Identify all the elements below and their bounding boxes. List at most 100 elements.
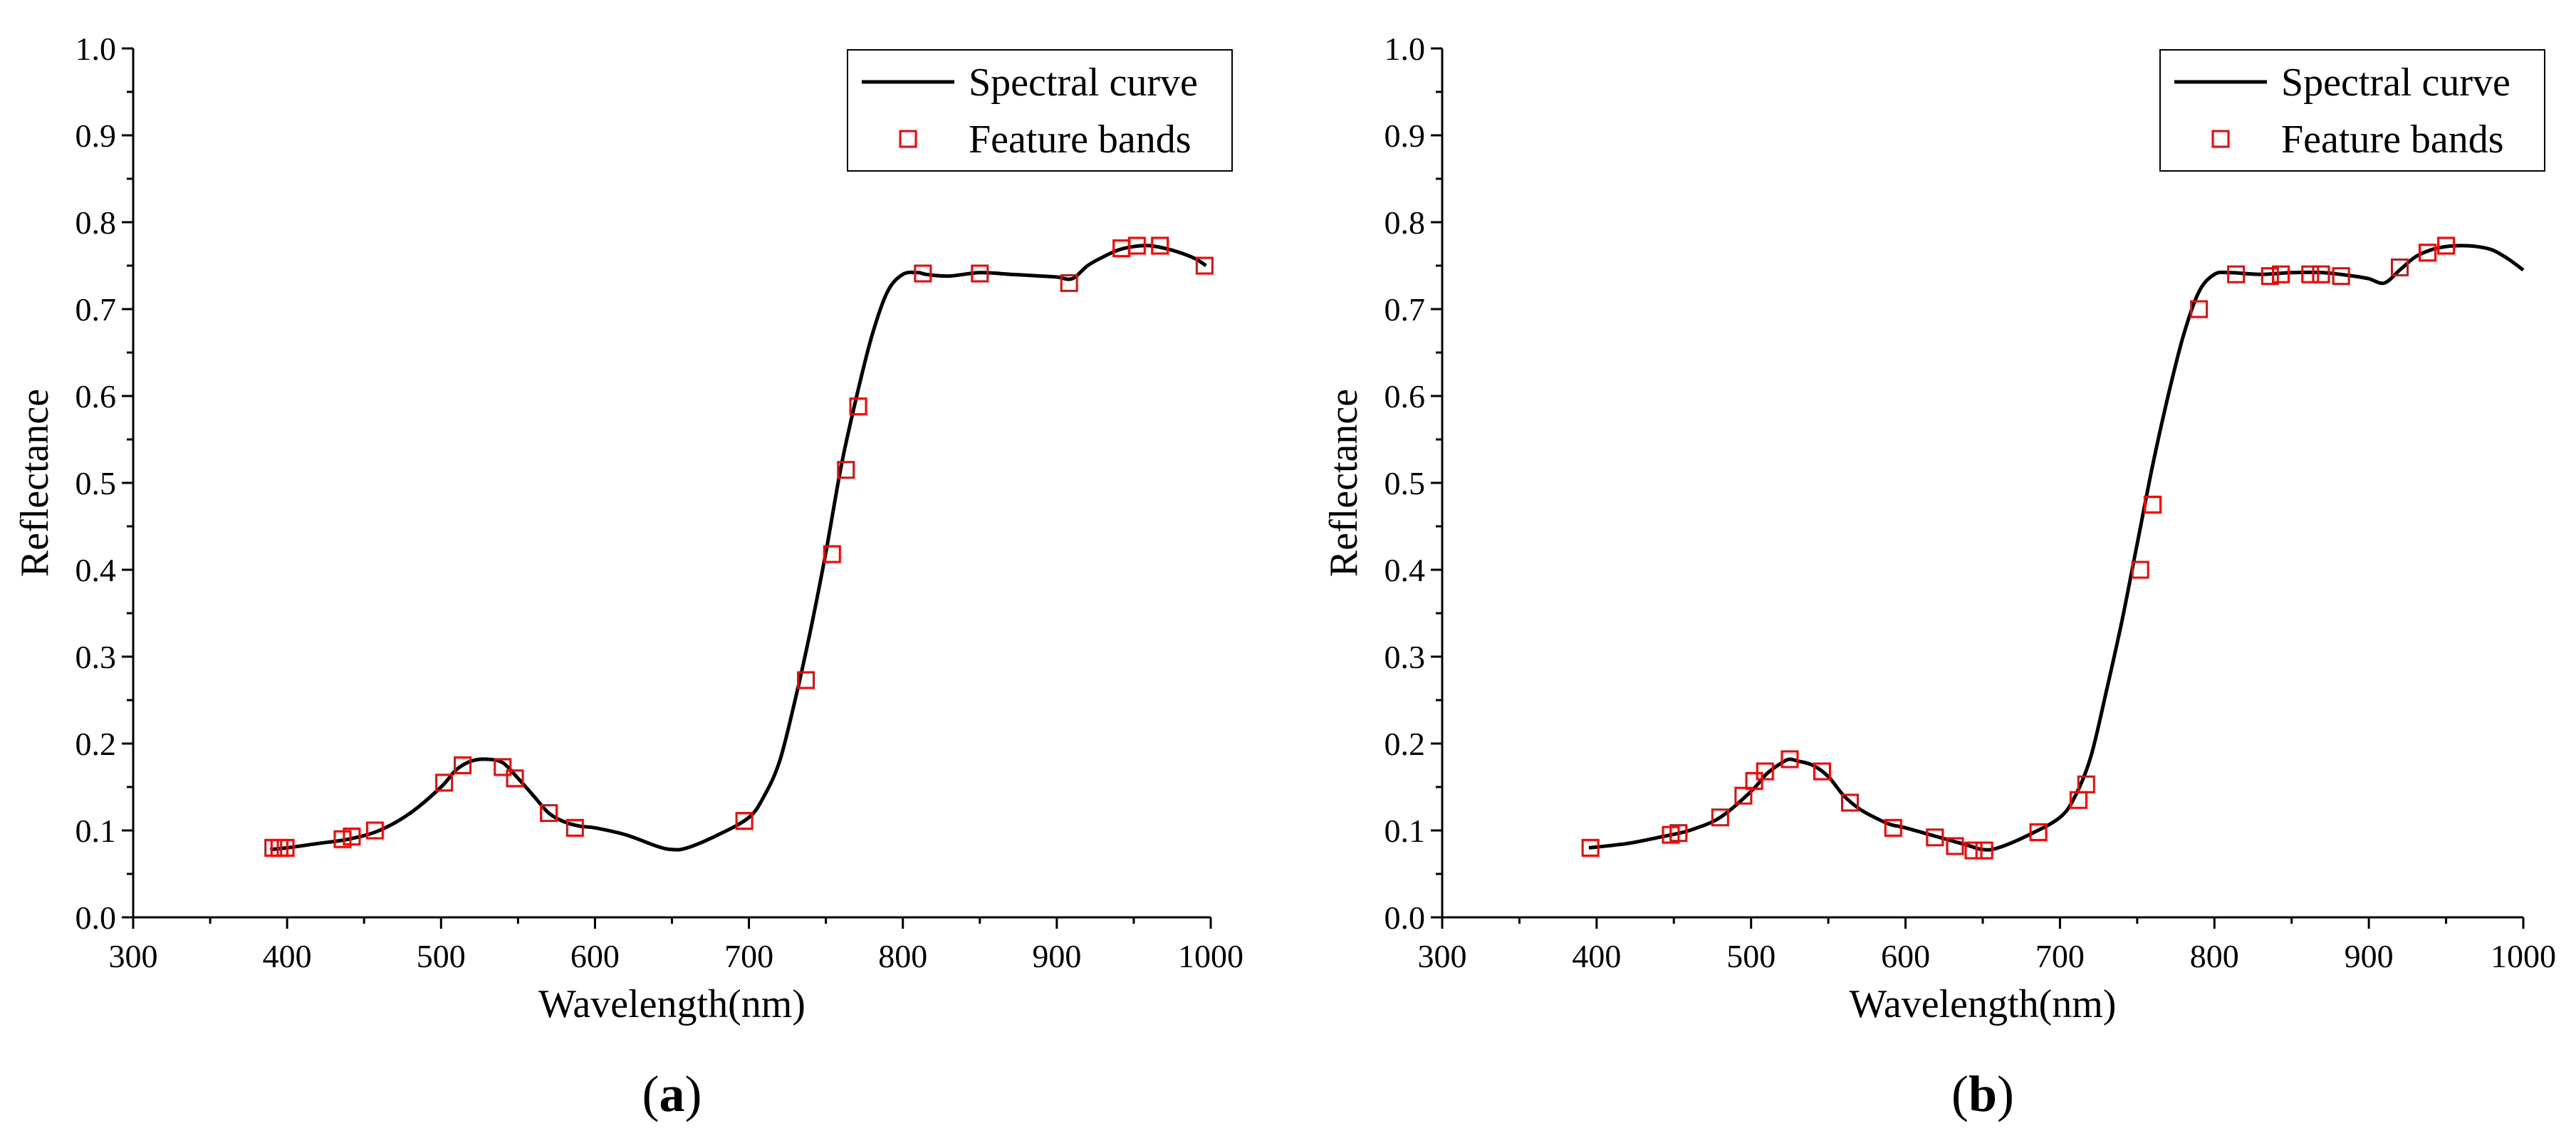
- legend-marker-swatch: [899, 130, 917, 148]
- feature-band-marker: [1841, 793, 1860, 812]
- chart-panel-b: 300 400 500 600 700 800 900 1000 0.0 0.1 0.2 0.3 0.4…: [1322, 31, 2556, 1122]
- x-tick-label: 600: [1881, 938, 1930, 974]
- feature-band-marker: [2029, 823, 2048, 841]
- feature-band-marker: [2301, 265, 2320, 283]
- feature-band-marker: [1711, 808, 1729, 827]
- y-tick-label: 0.2: [1385, 726, 1426, 762]
- x-tick-label: 700: [724, 938, 773, 974]
- feature-band-marker: [506, 769, 524, 788]
- legend-label-curve: Spectral curve: [2281, 61, 2510, 105]
- x-tick-label: 900: [1032, 938, 1081, 974]
- spectral-curve-line: [1588, 244, 2525, 852]
- panel-label-open: (: [1951, 1065, 1968, 1122]
- panel-label-close: ): [1997, 1065, 2014, 1122]
- feature-band-marker: [1151, 236, 1169, 255]
- legend-box: [2159, 49, 2545, 172]
- y-tick-label: 0.9: [1385, 118, 1426, 154]
- feature-band-marker: [1745, 771, 1763, 790]
- feature-band-marker: [1127, 236, 1146, 255]
- feature-band-marker: [565, 818, 584, 837]
- feature-band-marker: [365, 821, 384, 840]
- feature-band-marker: [1581, 838, 1600, 857]
- y-tick-label: 0.7: [1385, 291, 1426, 328]
- y-axis-title: Reflectance: [1322, 389, 1366, 577]
- y-tick-label: 1.0: [1385, 31, 1426, 67]
- feature-band-marker: [797, 671, 815, 689]
- feature-band-marker: [823, 545, 841, 563]
- feature-band-marker: [2144, 496, 2162, 514]
- y-tick-label: 0.5: [75, 465, 117, 501]
- y-tick-label: 0.3: [1385, 639, 1426, 675]
- y-tick-label: 0.7: [75, 291, 117, 328]
- legend-label-markers: Feature bands: [969, 118, 1191, 162]
- feature-band-marker: [849, 397, 867, 416]
- x-tick-label: 500: [417, 938, 466, 974]
- feature-band-marker: [2077, 775, 2095, 793]
- y-tick-label: 0.4: [75, 552, 117, 588]
- feature-band-marker: [1669, 824, 1688, 843]
- panel-label: (b): [1951, 1065, 2014, 1122]
- feature-band-marker: [1884, 818, 1902, 837]
- feature-band-marker: [1195, 256, 1214, 275]
- feature-band-marker: [540, 804, 558, 823]
- y-tick-label: 0.6: [75, 378, 117, 415]
- feature-band-marker: [1780, 750, 1799, 768]
- y-tick-label: 0.4: [1385, 552, 1426, 588]
- feature-band-marker: [1060, 273, 1078, 292]
- feature-band-marker: [2272, 265, 2290, 283]
- feature-band-marker: [1964, 841, 1983, 860]
- panel-label-open: (: [642, 1065, 659, 1122]
- panel-label-letter: b: [1968, 1065, 1997, 1122]
- feature-band-marker: [454, 756, 472, 774]
- feature-band-marker: [2131, 561, 2149, 579]
- x-tick-label: 300: [109, 938, 158, 974]
- y-tick-label: 1.0: [75, 31, 117, 67]
- legend-marker-swatch: [2211, 130, 2230, 148]
- x-tick-label: 700: [2035, 938, 2085, 974]
- y-tick-label: 0.3: [75, 639, 117, 675]
- legend-box: [847, 49, 1233, 172]
- x-tick-label: 1000: [2491, 938, 2556, 974]
- legend-label-markers: Feature bands: [2281, 118, 2504, 162]
- feature-band-marker: [1926, 828, 1944, 847]
- feature-band-marker: [333, 830, 352, 848]
- feature-band-marker: [494, 758, 512, 776]
- feature-band-marker: [1946, 837, 1964, 855]
- feature-band-marker: [914, 264, 932, 283]
- y-tick-label: 0.6: [1385, 378, 1426, 415]
- feature-band-marker: [1813, 762, 1831, 781]
- panel-label-close: ): [685, 1065, 702, 1122]
- y-tick-label: 0.0: [75, 900, 117, 936]
- feature-band-marker: [2332, 267, 2350, 286]
- feature-band-marker: [971, 264, 989, 283]
- x-tick-label: 1000: [1178, 938, 1243, 974]
- x-tick-label: 800: [878, 938, 927, 974]
- feature-band-marker: [837, 461, 855, 479]
- feature-band-marker: [2312, 265, 2330, 283]
- y-tick-label: 0.5: [1385, 465, 1426, 501]
- panel-label: (a): [642, 1065, 702, 1122]
- y-tick-label: 0.8: [1385, 204, 1426, 241]
- feature-band-marker: [2260, 267, 2279, 286]
- feature-band-marker: [2190, 300, 2209, 318]
- feature-band-marker: [735, 812, 753, 830]
- chart-panel-a: 300 400 500 600 700 800 900 1000 0.0 0.1 0.2 0.3 0.4…: [13, 31, 1243, 1122]
- y-tick-label: 0.1: [75, 813, 117, 849]
- x-tick-label: 400: [263, 938, 312, 974]
- feature-band-marker: [435, 773, 454, 792]
- feature-band-marker: [1975, 841, 1993, 860]
- feature-band-marker: [1756, 762, 1774, 781]
- x-axis-title: Wavelength(nm): [538, 982, 805, 1026]
- feature-band-marker: [276, 838, 295, 857]
- panel-label-letter: a: [659, 1065, 685, 1122]
- x-tick-label: 300: [1418, 938, 1467, 974]
- feature-band-marker: [2227, 265, 2246, 283]
- feature-band-marker: [2391, 258, 2409, 276]
- x-tick-label: 900: [2345, 938, 2394, 974]
- legend-label-curve: Spectral curve: [969, 61, 1198, 105]
- x-tick-label: 400: [1572, 938, 1621, 974]
- y-tick-label: 0.1: [1385, 813, 1426, 849]
- x-tick-label: 500: [1726, 938, 1775, 974]
